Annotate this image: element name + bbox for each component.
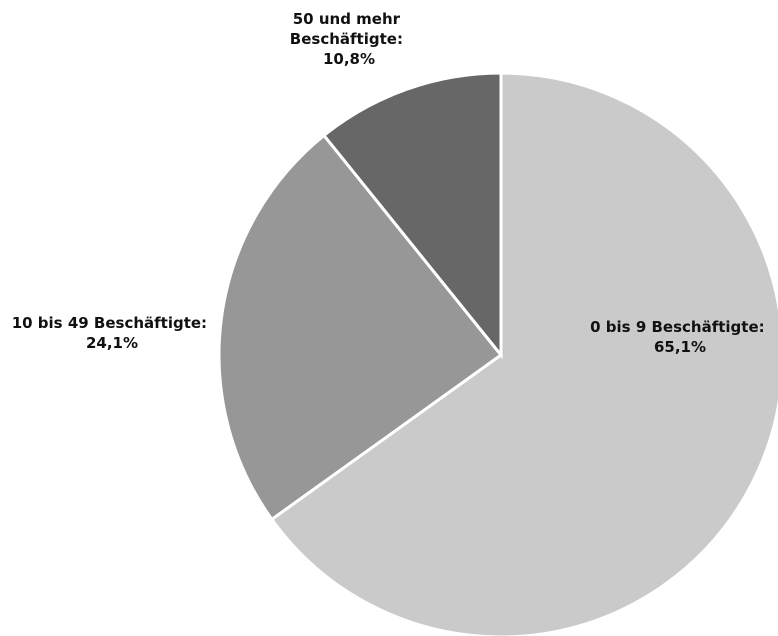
slice-label-50-plus: 50 und mehr Beschäftigte: 10,8% xyxy=(290,10,408,68)
slice-label-10-49: 10 bis 49 Beschäftigte: 24,1% xyxy=(12,314,213,352)
